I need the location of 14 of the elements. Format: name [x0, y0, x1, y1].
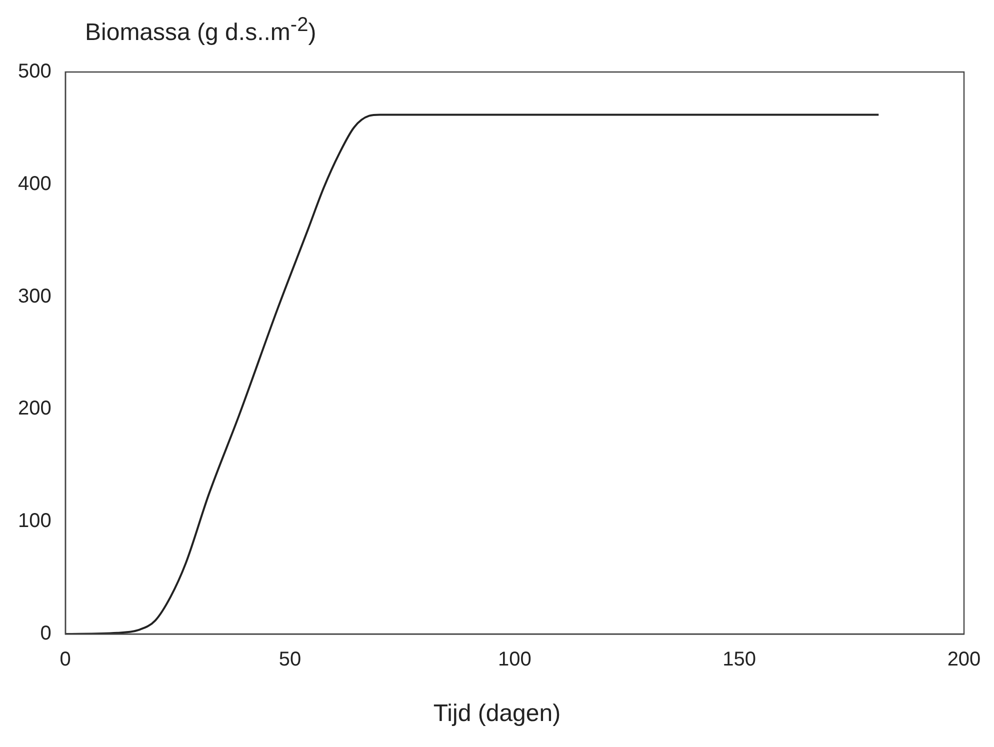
y-axis-title: Biomassa (g d.s..m$^{-2}$)	[85, 14, 316, 47]
line-series	[65, 114, 880, 634]
y-tick-label: 200	[18, 398, 52, 420]
x-tick-label: 50	[278, 648, 302, 671]
y-tick-label: 0	[40, 622, 52, 645]
y-tick-label: 300	[18, 285, 52, 308]
x-tick-label: 0	[60, 648, 71, 671]
x-tick-label: 150	[722, 648, 756, 671]
y-tick-label: 400	[18, 172, 52, 195]
x-axis-title: Tijd (dagen)	[432, 700, 562, 728]
y-tick-label: 500	[18, 60, 52, 83]
x-tick-label: 200	[947, 648, 981, 671]
y-tick-label: 100	[18, 510, 52, 532]
x-tick-label: 100	[498, 648, 532, 671]
